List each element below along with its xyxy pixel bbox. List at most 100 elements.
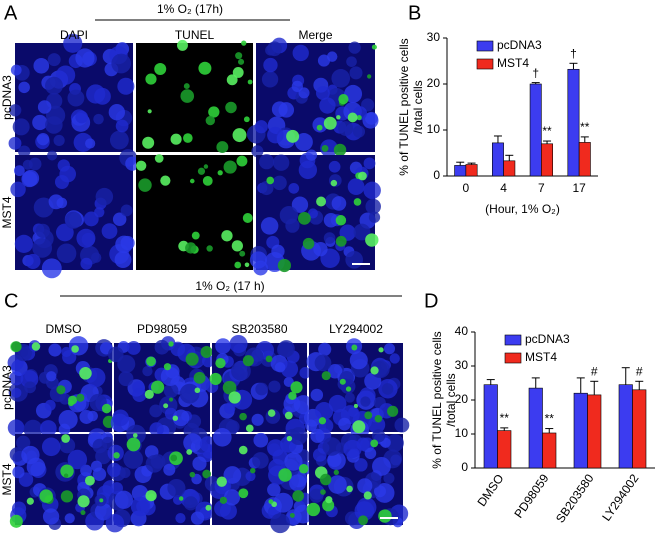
- nucleus: [95, 187, 114, 206]
- nucleus: [80, 257, 93, 270]
- nucleus: [9, 447, 25, 462]
- nucleus: [45, 76, 63, 95]
- tunel-spot: [205, 504, 212, 511]
- tunel-spot: [387, 405, 399, 417]
- annotation: **: [545, 412, 555, 426]
- panel-label: A: [4, 2, 18, 24]
- tunel-spot: [160, 175, 171, 186]
- tunel-spot: [239, 250, 246, 257]
- tunel-spot: [333, 469, 339, 475]
- x-tick-label: PD98059: [511, 471, 551, 520]
- nucleus: [223, 466, 242, 484]
- tunel-spot: [217, 170, 223, 176]
- tunel-spot: [154, 154, 164, 163]
- tunel-spot: [163, 403, 169, 409]
- nucleus: [294, 133, 313, 151]
- y-tick-label: 10: [455, 426, 469, 440]
- nucleus: [280, 360, 299, 378]
- tunel-spot: [183, 83, 190, 90]
- bar: [483, 384, 498, 469]
- nucleus: [105, 513, 125, 533]
- nucleus: [309, 488, 324, 503]
- y-tick-label: 40: [455, 324, 469, 338]
- annotation: †: [570, 46, 577, 60]
- tunel-spot: [353, 403, 358, 409]
- tunel-spot: [31, 342, 41, 351]
- bar: [541, 143, 553, 177]
- nucleus: [259, 181, 274, 196]
- nucleus: [320, 139, 338, 158]
- nucleus: [214, 500, 231, 517]
- nucleus: [76, 228, 96, 248]
- nucleus: [57, 159, 70, 172]
- nucleus: [319, 97, 336, 114]
- nucleus: [225, 420, 240, 434]
- tunel-spot: [241, 40, 247, 46]
- nucleus: [363, 181, 381, 200]
- nucleus: [305, 419, 318, 432]
- tunel-spot: [183, 133, 193, 143]
- tunel-spot: [150, 380, 165, 394]
- nucleus: [21, 171, 38, 188]
- nucleus: [272, 449, 288, 465]
- tunel-spot: [286, 129, 300, 143]
- nucleus: [327, 452, 342, 468]
- tunel-spot: [250, 467, 256, 474]
- nucleus: [44, 399, 56, 411]
- x-tick-label: 7: [538, 181, 545, 195]
- tunel-spot: [358, 171, 367, 181]
- nucleus: [316, 86, 330, 101]
- nucleus: [346, 56, 357, 67]
- tunel-spot: [319, 473, 332, 486]
- nucleus: [394, 417, 410, 433]
- legend-label: MST4: [497, 56, 529, 70]
- tunel-spot: [374, 414, 383, 423]
- tunel-spot: [172, 415, 179, 421]
- tunel-spot: [243, 116, 250, 123]
- nucleus: [109, 130, 129, 150]
- nucleus: [318, 342, 332, 356]
- tunel-spot: [76, 393, 85, 402]
- nucleus: [263, 57, 278, 73]
- nucleus: [368, 211, 381, 223]
- panel-label: D: [424, 290, 438, 312]
- nucleus: [41, 258, 62, 279]
- nucleus: [298, 160, 318, 180]
- annotation: #: [591, 364, 598, 378]
- nucleus: [10, 64, 22, 76]
- y-tick-label: 30: [455, 358, 469, 372]
- tunel-spot: [358, 515, 369, 526]
- nucleus: [115, 235, 133, 254]
- nucleus: [145, 454, 164, 473]
- nucleus: [85, 138, 96, 149]
- tunel-spot: [267, 409, 276, 417]
- nucleus: [42, 508, 60, 525]
- tunel-spot: [363, 491, 372, 500]
- column-label: SB203580: [231, 322, 287, 336]
- tunel-spot: [234, 261, 242, 269]
- tunel-spot: [221, 230, 233, 242]
- nucleus: [251, 413, 264, 426]
- tunel-spot: [77, 495, 90, 508]
- tunel-spot: [323, 116, 337, 130]
- tunel-spot: [168, 397, 174, 402]
- nucleus: [130, 496, 151, 517]
- nucleus: [298, 87, 310, 99]
- nucleus: [175, 512, 186, 524]
- nucleus: [142, 365, 153, 377]
- nucleus: [93, 113, 104, 125]
- tunel-spot: [146, 356, 156, 367]
- x-tick-label: 0: [463, 181, 470, 195]
- annotation: †: [532, 66, 539, 80]
- tunel-spot: [180, 89, 195, 103]
- tunel-spot: [231, 240, 243, 252]
- tunel-spot: [306, 502, 321, 517]
- nucleus: [317, 54, 331, 67]
- nucleus: [172, 409, 190, 427]
- nucleus: [115, 119, 129, 133]
- tunel-spot: [71, 345, 79, 353]
- nucleus: [293, 395, 313, 415]
- tunel-spot: [365, 233, 379, 247]
- tunel-spot: [138, 178, 152, 192]
- tunel-spot: [170, 133, 182, 145]
